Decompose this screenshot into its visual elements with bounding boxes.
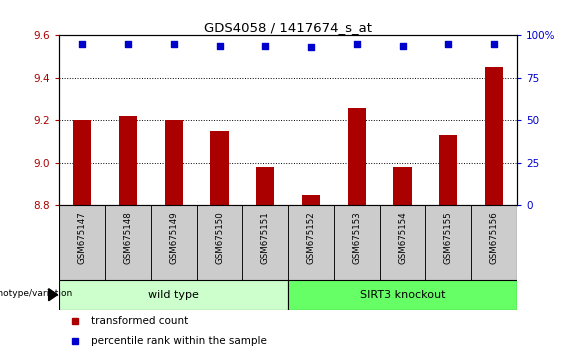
Bar <box>105 205 151 280</box>
Point <box>306 45 315 50</box>
Bar <box>59 280 288 310</box>
Point <box>444 41 453 47</box>
Bar <box>334 205 380 280</box>
Text: GSM675147: GSM675147 <box>78 211 86 264</box>
Bar <box>164 120 183 205</box>
Bar <box>288 280 517 310</box>
Text: GSM675149: GSM675149 <box>170 211 178 264</box>
Bar <box>197 205 242 280</box>
Text: GSM675153: GSM675153 <box>353 211 361 264</box>
Text: GSM675156: GSM675156 <box>490 211 498 264</box>
Point <box>77 41 87 47</box>
Bar <box>439 135 458 205</box>
Text: wild type: wild type <box>148 290 199 300</box>
Bar <box>288 205 334 280</box>
Bar <box>73 120 92 205</box>
Polygon shape <box>49 289 58 301</box>
Text: GSM675154: GSM675154 <box>398 211 407 264</box>
Text: GSM675152: GSM675152 <box>307 211 315 264</box>
Bar <box>347 108 366 205</box>
Bar <box>485 67 503 205</box>
Text: GSM675150: GSM675150 <box>215 211 224 264</box>
Point <box>123 41 132 47</box>
Text: GSM675155: GSM675155 <box>444 211 453 264</box>
Title: GDS4058 / 1417674_s_at: GDS4058 / 1417674_s_at <box>204 21 372 34</box>
Text: genotype/variation: genotype/variation <box>0 289 73 298</box>
Text: SIRT3 knockout: SIRT3 knockout <box>360 290 445 300</box>
Text: GSM675151: GSM675151 <box>261 211 270 264</box>
Bar <box>242 205 288 280</box>
Point <box>215 43 224 48</box>
Point <box>353 41 362 47</box>
Bar <box>119 116 137 205</box>
Text: GSM675148: GSM675148 <box>124 211 132 264</box>
Bar <box>256 167 275 205</box>
Text: percentile rank within the sample: percentile rank within the sample <box>91 336 267 346</box>
Bar <box>471 205 517 280</box>
Bar <box>59 205 105 280</box>
Point <box>170 41 179 47</box>
Bar <box>210 131 229 205</box>
Point <box>489 41 499 47</box>
Point <box>398 43 407 48</box>
Point <box>261 43 270 48</box>
Bar <box>151 205 197 280</box>
Bar <box>393 167 412 205</box>
Text: transformed count: transformed count <box>91 316 188 326</box>
Bar <box>425 205 471 280</box>
Bar <box>302 195 320 205</box>
Bar <box>380 205 425 280</box>
